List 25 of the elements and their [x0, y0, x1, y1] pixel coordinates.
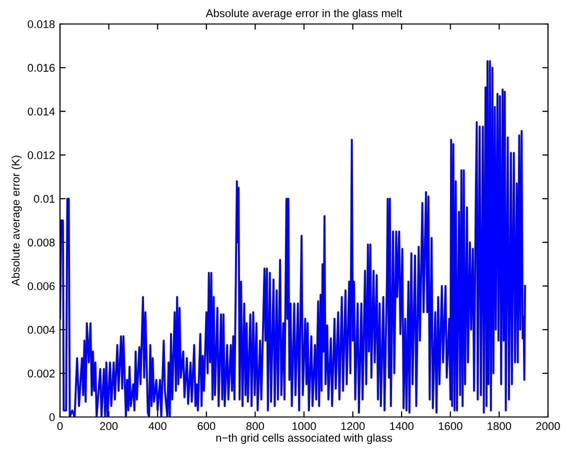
- line-series: [60, 60, 526, 417]
- x-tick-label: 1000: [292, 422, 316, 430]
- x-tick-label: 1400: [390, 422, 414, 430]
- x-tick-label: 1600: [438, 422, 462, 430]
- y-axis-title: Absolute average error (K): [11, 156, 22, 286]
- x-tick-label: 800: [246, 422, 264, 430]
- y-tick-label: 0.002: [28, 370, 55, 378]
- y-tick-label: 0.004: [28, 326, 55, 334]
- x-tick-label: 0: [57, 422, 63, 430]
- x-tick-label: 1800: [488, 422, 512, 430]
- y-tick-label: 0.01: [34, 194, 55, 203]
- y-tick-label: 0: [49, 413, 55, 422]
- y-tick-label: 0.016: [28, 64, 55, 72]
- x-tick-label: 200: [100, 422, 118, 430]
- y-tick-label: 0.006: [28, 282, 55, 290]
- y-tick-label: 0.018: [28, 20, 55, 28]
- x-tick-label: 2000: [536, 422, 560, 430]
- y-tick-label: 0.008: [28, 238, 55, 246]
- x-axis-title: n−th grid cells associated with glass: [216, 434, 392, 444]
- chart-title: Absolute average error in the glass melt: [206, 9, 402, 20]
- x-tick-label: 400: [148, 422, 166, 430]
- y-tick-label: 0.012: [28, 151, 55, 160]
- x-tick-label: 600: [198, 422, 216, 430]
- y-tick-label: 0.014: [28, 108, 55, 116]
- x-tick-label: 1200: [341, 422, 365, 430]
